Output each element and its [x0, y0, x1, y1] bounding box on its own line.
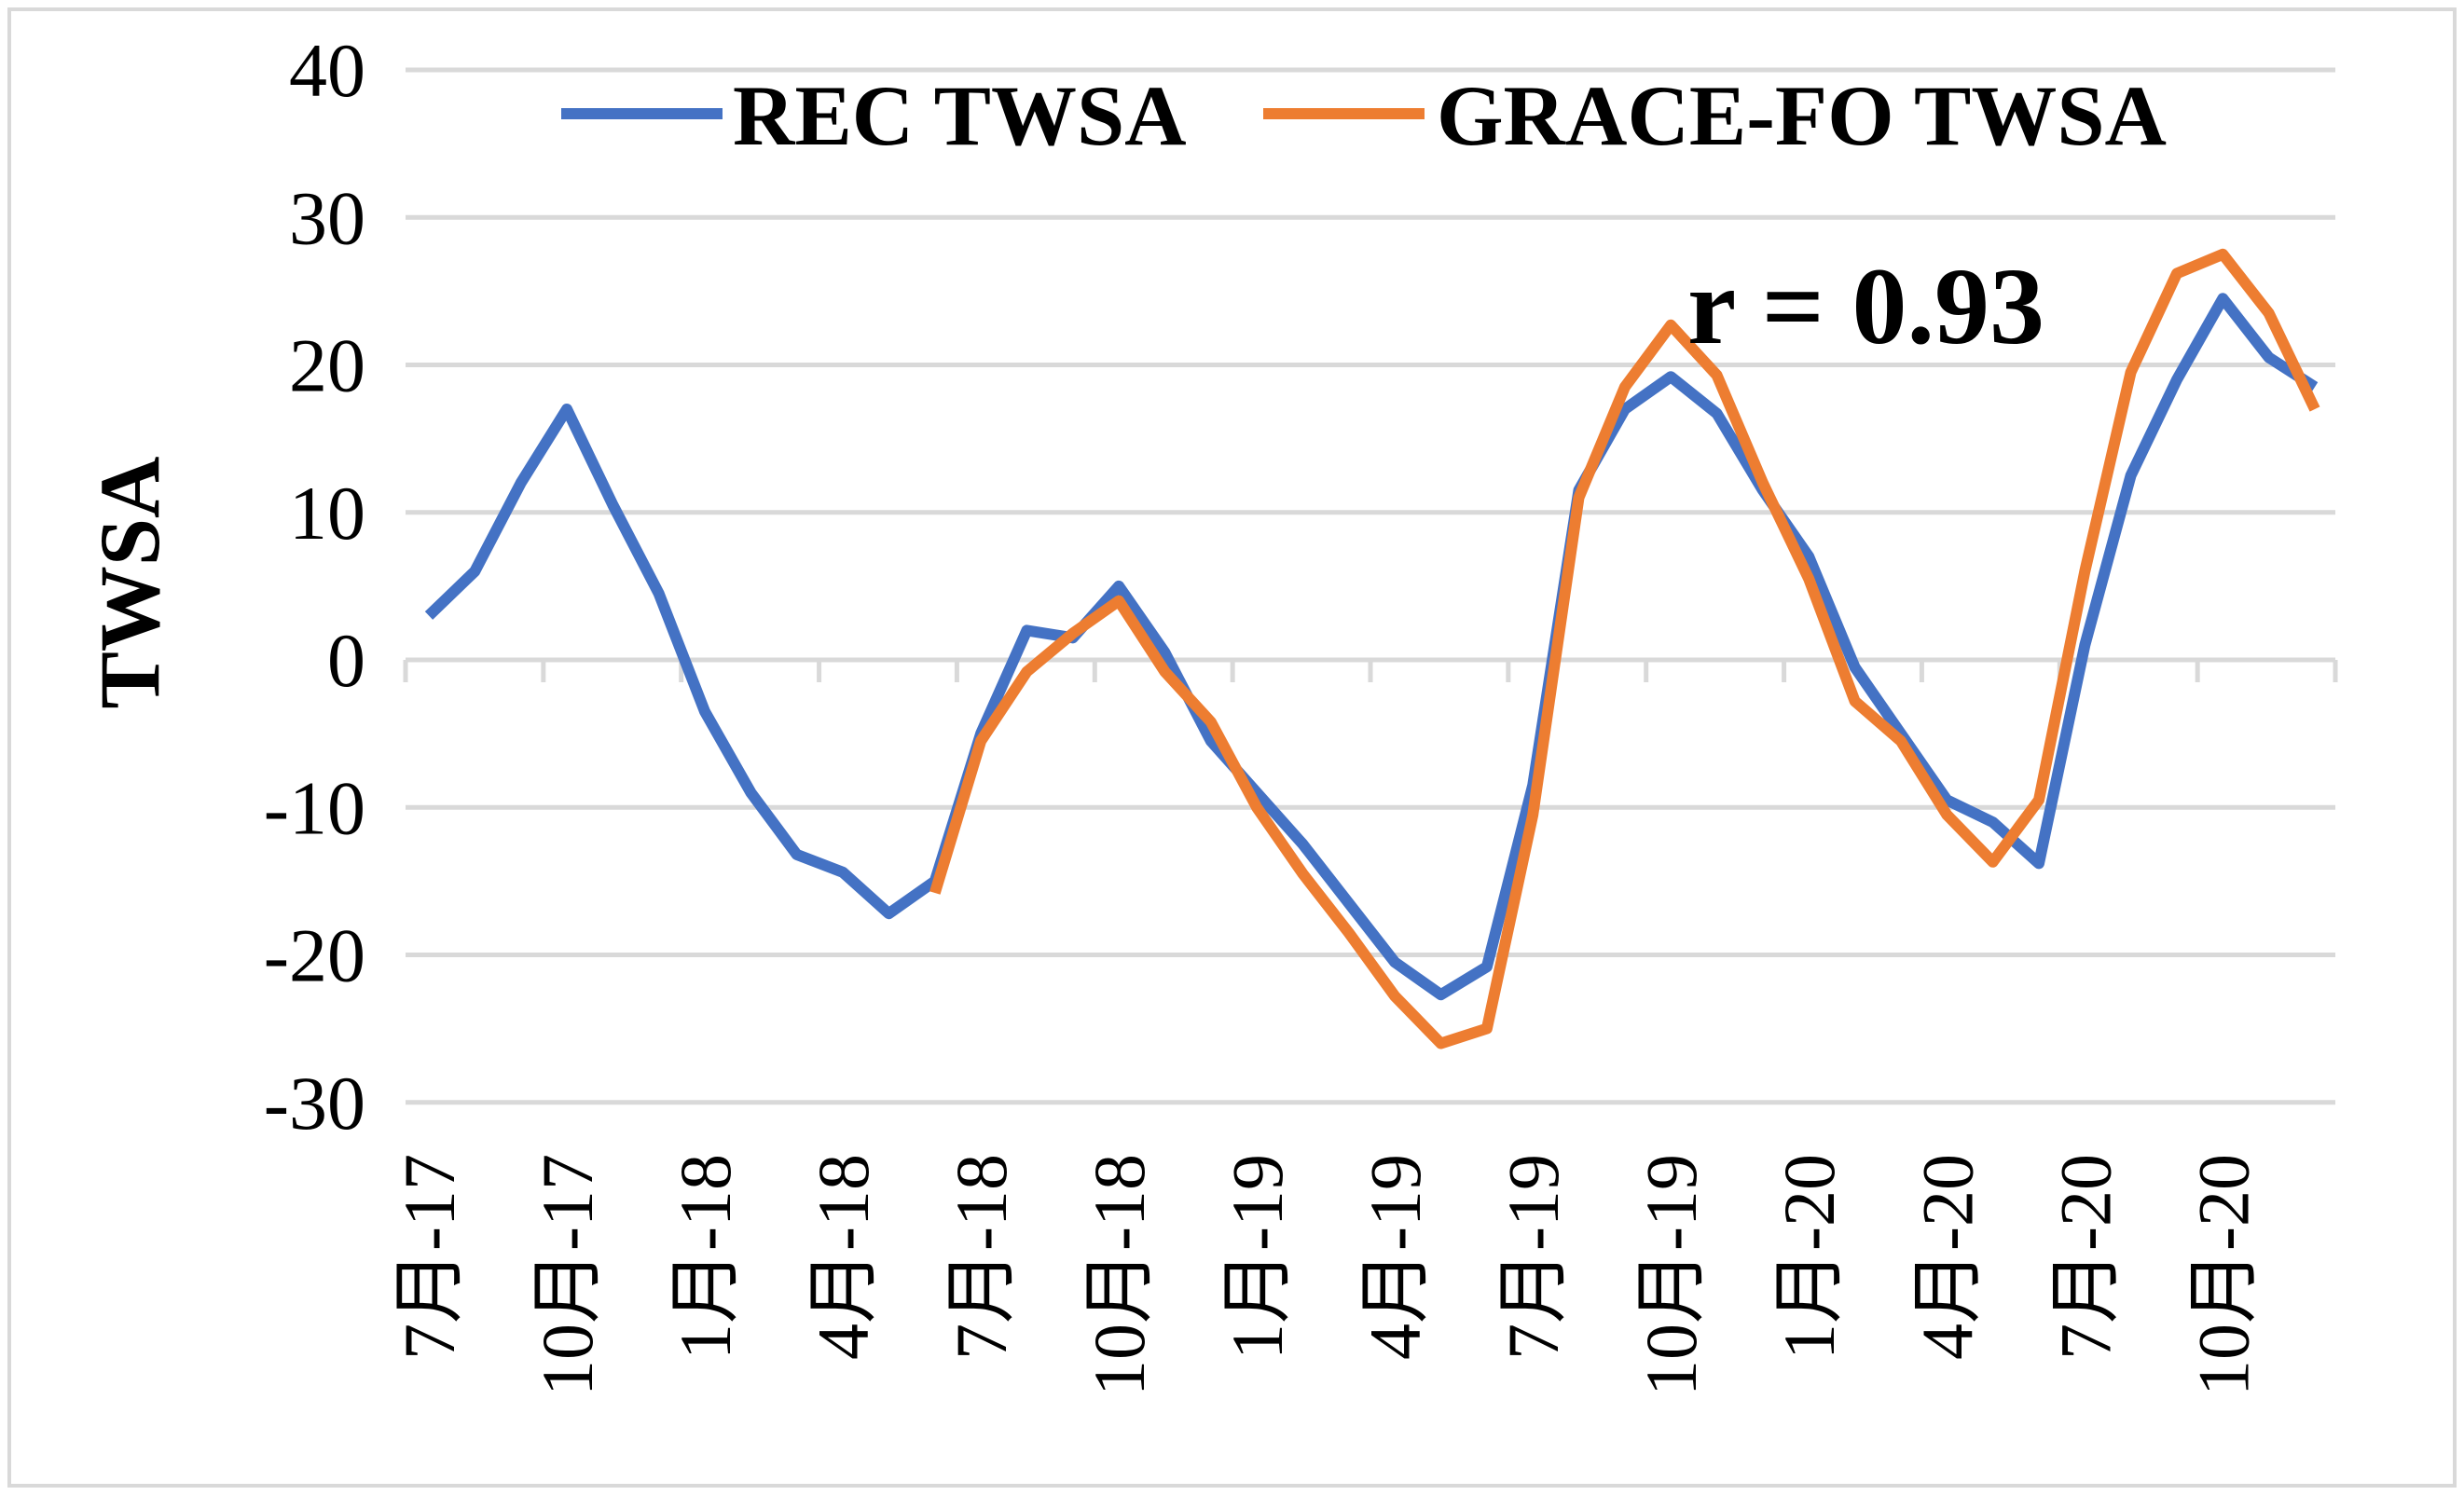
- y-axis-title: TWSA: [82, 457, 177, 709]
- x-tick-label: 4月-18: [803, 1154, 884, 1360]
- x-tick-label: 7月-18: [941, 1154, 1022, 1360]
- y-tick-label: 40: [289, 28, 365, 113]
- legend-label-rec-twsa: REC TWSA: [733, 68, 1187, 163]
- series-layer: [424, 248, 2320, 1049]
- x-tick-label: 10月-19: [1631, 1154, 1712, 1396]
- y-tick-label: 30: [289, 175, 365, 260]
- y-tick-label: -20: [264, 913, 365, 998]
- x-tick-label: 1月-20: [1769, 1154, 1850, 1360]
- x-tick-label: 4月-20: [1907, 1154, 1988, 1360]
- chart-frame: [7, 7, 2457, 1488]
- y-tick-label: 20: [289, 323, 365, 408]
- y-tick-label: 0: [327, 618, 365, 703]
- correlation-annotation: r = 0.93: [1687, 245, 2044, 367]
- series-line-grace-fo-twsa: [929, 248, 2320, 1049]
- x-tick-label: 7月-19: [1493, 1154, 1574, 1360]
- x-tick-label: 1月-19: [1217, 1154, 1298, 1360]
- x-tick-label: 10月-17: [527, 1154, 608, 1396]
- x-tick-label: 1月-18: [665, 1154, 746, 1360]
- x-axis-ticks: 7月-17 10月-17 1月-18 4月-18 7月-18 10月-18 1月-19 4月-…: [389, 1154, 2264, 1396]
- x-tick-label: 4月-19: [1355, 1154, 1436, 1360]
- x-tick-label: 7月-17: [389, 1154, 470, 1360]
- legend-label-grace-fo-twsa: GRACE-FO TWSA: [1437, 68, 2167, 163]
- x-axis: [403, 657, 2338, 682]
- y-tick-label: -30: [264, 1061, 365, 1145]
- legend: REC TWSA GRACE-FO TWSA: [561, 68, 2167, 163]
- y-axis-ticks: -30 -20 -10 0 10 20 30 40: [264, 28, 365, 1145]
- x-tick-label: 10月-20: [2182, 1154, 2264, 1396]
- gridlines: [406, 67, 2335, 1105]
- y-tick-label: -10: [264, 765, 365, 850]
- y-tick-label: 10: [289, 471, 365, 555]
- x-tick-label: 10月-18: [1079, 1154, 1160, 1396]
- series-line-rec-twsa: [424, 293, 2319, 1001]
- x-tick-label: 7月-20: [2044, 1154, 2126, 1360]
